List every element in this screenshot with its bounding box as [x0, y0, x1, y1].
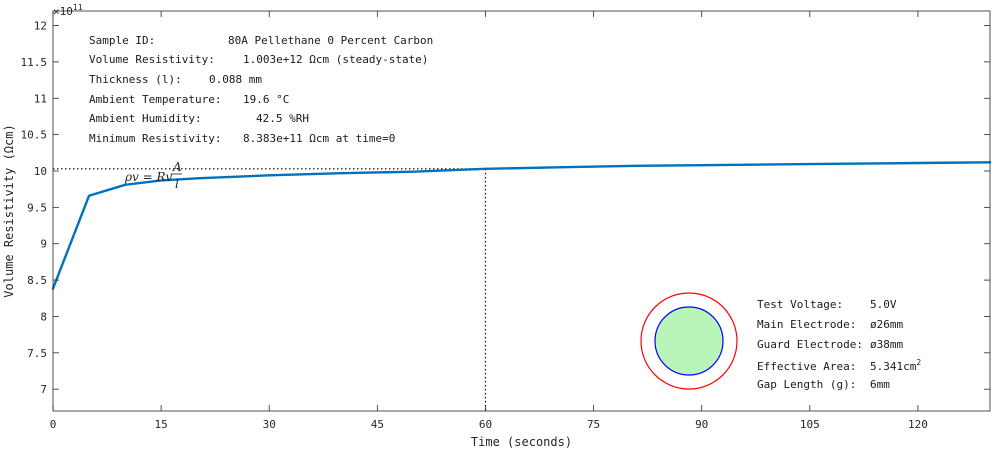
y-tick-label: 10.5 [21, 129, 48, 142]
formula-lhs: ρv = Rv [124, 170, 173, 184]
test-voltage-label: Test Voltage: [757, 298, 843, 311]
x-tick-label: 60 [479, 418, 492, 431]
thickness-value: 0.088 mm [209, 73, 262, 86]
x-tick-label: 30 [263, 418, 276, 431]
resistivity-formula: ρv = Rv A l [124, 160, 182, 191]
series-line-0 [51, 161, 992, 290]
y-tick-label: 9 [40, 238, 47, 251]
electrode-legend: Test Voltage: 5.0V Main Electrode: ø26mm… [757, 298, 921, 391]
y-tick-label: 8.5 [27, 274, 47, 287]
y-tick-label: 8 [40, 310, 47, 323]
axes-layer [52, 10, 991, 412]
minimum-resistivity-value: 8.383e+11 Ωcm at time=0 [243, 132, 395, 145]
volume-resistivity-label: Volume Resistivity: [89, 53, 215, 66]
thickness-label: Thickness (l): [89, 73, 182, 86]
x-tick-label: 90 [695, 418, 708, 431]
y-tick-label: 7.5 [27, 347, 47, 360]
y-axis-title: Volume Resistivity (Ωcm) [2, 124, 16, 297]
gap-length-label: Gap Length (g): [757, 378, 856, 391]
x-tick-label: 45 [371, 418, 384, 431]
main-electrode-circle [654, 306, 724, 376]
sample-id-label: Sample ID: [89, 34, 155, 47]
sample-info-block: Sample ID: 80A Pellethane 0 Percent Carb… [89, 34, 433, 145]
gap-length-value: 6mm [870, 378, 890, 391]
y-tick-label: 12 [34, 20, 47, 33]
x-tick-label: 120 [908, 418, 928, 431]
reference-lines [53, 168, 487, 411]
effective-area-value: 5.341cm2 [870, 358, 921, 373]
formula-denominator: l [175, 177, 179, 191]
y-tick-label: 7 [40, 383, 47, 396]
y-tick-label: 10 [34, 165, 47, 178]
minimum-resistivity-label: Minimum Resistivity: [89, 132, 221, 145]
ambient-temperature-label: Ambient Temperature: [89, 93, 221, 106]
guard-electrode-circle [640, 292, 738, 390]
x-tick-label: 0 [50, 418, 57, 431]
formula-numerator: A [172, 160, 182, 174]
sample-id-value: 80A Pellethane 0 Percent Carbon [228, 34, 433, 47]
volume-resistivity-value: 1.003e+12 Ωcm (steady-state) [243, 53, 428, 66]
axes-box [52, 10, 991, 412]
test-voltage-value: 5.0V [870, 298, 897, 311]
x-axis-title: Time (seconds) [471, 435, 572, 449]
y-axis-exponent: ×1011 [53, 3, 83, 18]
plot-area [53, 11, 990, 411]
guard-electrode-value: ø38mm [870, 338, 903, 351]
ambient-temperature-value: 19.6 °C [243, 93, 289, 106]
ambient-humidity-value: 42.5 %RH [256, 112, 309, 125]
y-tick-label: 11 [34, 92, 47, 105]
y-tick-label: 9.5 [27, 201, 47, 214]
ambient-humidity-label: Ambient Humidity: [89, 112, 202, 125]
x-tick-label: 75 [587, 418, 600, 431]
ticks-layer: 0 15 30 45 60 75 90 105 120 7 7.5 8 8.5 9 9.5 10 10.5 11 1… [21, 11, 990, 431]
effective-area-label: Effective Area: [757, 360, 856, 373]
x-tick-label: 15 [154, 418, 167, 431]
main-electrode-value: ø26mm [870, 318, 903, 331]
series-layer [51, 161, 992, 290]
electrode-diagram [640, 292, 738, 390]
x-tick-label: 105 [800, 418, 820, 431]
main-electrode-label: Main Electrode: [757, 318, 856, 331]
guard-electrode-label: Guard Electrode: [757, 338, 863, 351]
y-tick-label: 11.5 [21, 56, 48, 69]
